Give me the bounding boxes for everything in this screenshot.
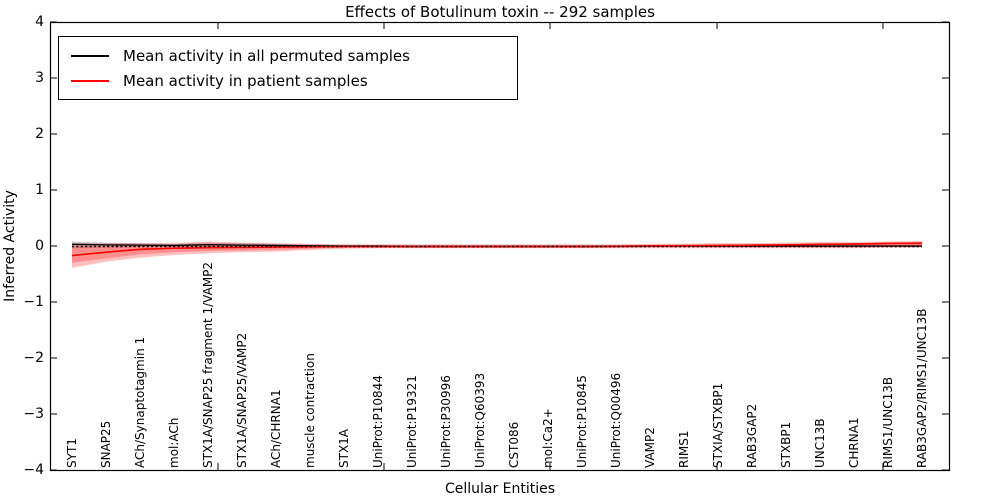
x-tick-label: STXBP1 [778, 421, 793, 468]
x-tick-label: UniProt:P30996 [438, 375, 453, 468]
x-tick-label: UniProt:P10844 [370, 375, 385, 468]
x-tick-label: mol:ACh [166, 417, 181, 468]
x-tick-label: ACh/CHRNA1 [268, 389, 283, 468]
x-axis-label: Cellular Entities [444, 481, 556, 497]
patient-mean-line [71, 242, 923, 257]
y-axis-label: Inferred Activity [2, 190, 18, 302]
y-tick-label: −4 [23, 462, 44, 478]
legend-line-sample-black [71, 54, 109, 57]
x-tick-label: RAB3GAP2 [744, 403, 759, 468]
x-tick-label: RIMS1/UNC13B [880, 376, 895, 468]
x-tick-label: RIMS1 [676, 430, 691, 468]
y-tick-label: 3 [35, 70, 44, 86]
x-tick-label: SYT1 [64, 438, 79, 468]
x-tick-label: ACh/Synaptotagmin 1 [132, 336, 147, 468]
y-tick-label: 0 [35, 238, 44, 254]
legend-item-patient: Mean activity in patient samples [71, 68, 507, 93]
x-tick-label: STX1A/SNAP25/VAMP2 [234, 332, 249, 468]
x-tick-label: STXIA/STXBP1 [710, 382, 725, 468]
x-tick-label: CHRNA1 [846, 417, 861, 468]
x-tick-label: UniProt:P19321 [404, 375, 419, 468]
x-tick-label: RAB3GAP2/RIMS1/UNC13B [914, 308, 929, 468]
x-tick-label: UniProt:Q00496 [608, 372, 623, 468]
x-tick-label: UniProt:P10845 [574, 375, 589, 468]
x-tick-label: SNAP25 [98, 420, 113, 468]
x-tick-label: mol:Ca2+ [540, 408, 555, 468]
y-tick-label: −2 [23, 350, 44, 366]
y-tick-label: 1 [35, 182, 44, 198]
legend-label: Mean activity in patient samples [123, 71, 368, 90]
y-tick-label: 2 [35, 126, 44, 142]
y-tick-label: −3 [23, 406, 44, 422]
y-tick-label: −1 [23, 294, 44, 310]
x-tick-label: muscle contraction [302, 353, 317, 468]
x-tick-label: STX1A/SNAP25 fragment 1/VAMP2 [200, 261, 215, 468]
x-tick-label: STX1A [336, 428, 351, 468]
legend-line-sample-red [71, 79, 109, 82]
y-tick-label: 4 [35, 14, 44, 30]
x-tick-label: VAMP2 [642, 427, 657, 468]
x-tick-label: UniProt:Q60393 [472, 372, 487, 468]
legend-item-permuted: Mean activity in all permuted samples [71, 43, 507, 68]
chart-title: Effects of Botulinum toxin -- 292 sample… [345, 3, 655, 21]
legend: Mean activity in all permuted samples Me… [58, 36, 518, 100]
x-tick-label: UNC13B [812, 418, 827, 468]
legend-label: Mean activity in all permuted samples [123, 46, 410, 65]
x-tick-label: CST086 [506, 421, 521, 468]
